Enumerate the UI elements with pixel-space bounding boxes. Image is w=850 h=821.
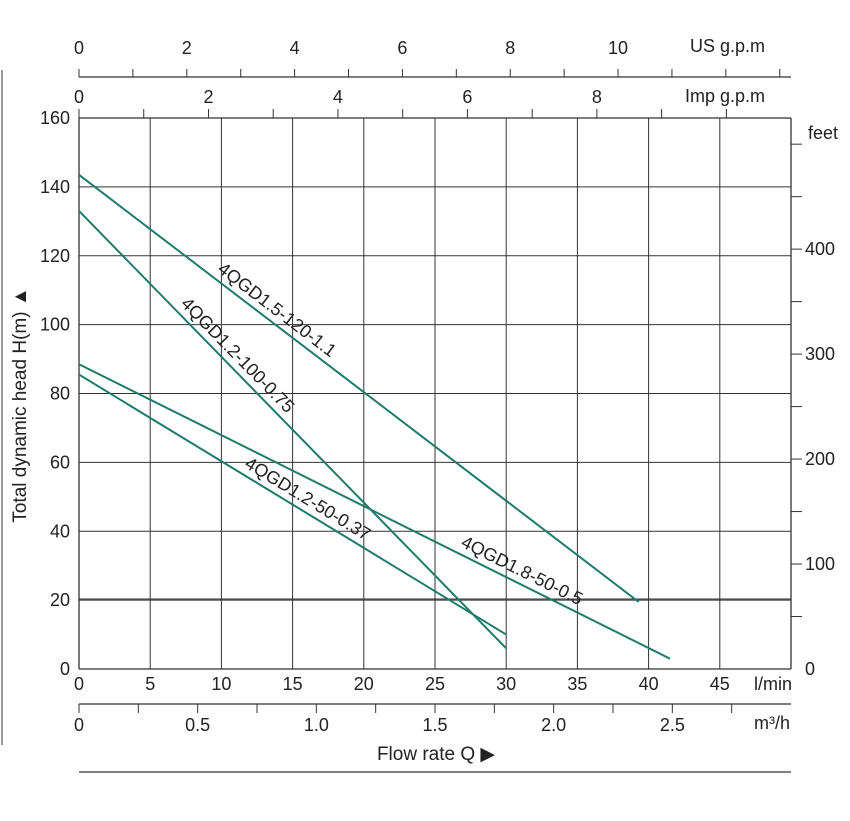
imp-gpm-tick-label: 4 (333, 87, 343, 107)
imp-gpm-tick-label: 0 (74, 87, 84, 107)
x-tick-label: 15 (283, 674, 303, 694)
feet-tick-label: 200 (805, 449, 835, 469)
x-tick-label: 30 (496, 674, 516, 694)
m3h-tick-label: 2.5 (660, 715, 685, 735)
series-curve (78, 210, 507, 650)
imp-gpm-tick-label: 8 (592, 87, 602, 107)
us-gpm-tick-label: 8 (505, 38, 515, 58)
feet-tick-label: 100 (805, 554, 835, 574)
x-tick-label: 20 (354, 674, 374, 694)
series-curve (78, 174, 640, 603)
series-label: 4QGD1.2-50-0.37 (242, 453, 375, 544)
series-curves: 4QGD1.5-120-1.14QGD1.2-100-0.754QGD1.8-5… (78, 174, 671, 660)
imp-gpm-tick-label: 2 (203, 87, 213, 107)
y-tick-label: 0 (60, 659, 70, 679)
imp-gpm-tick-label: 6 (462, 87, 472, 107)
m3h-tick-label: 0.5 (185, 715, 210, 735)
plot-frame (1, 70, 792, 773)
x-axis-title: Flow rate Q ▶ (377, 744, 495, 765)
feet-tick-label: 0 (805, 659, 815, 679)
us-gpm-tick-label: 6 (397, 38, 407, 58)
imp-gpm-unit: Imp g.p.m (685, 86, 765, 106)
lmin-unit: l/min (754, 674, 792, 694)
y-tick-label: 120 (40, 246, 70, 266)
y-tick-label: 140 (40, 177, 70, 197)
us-gpm-unit: US g.p.m (690, 36, 765, 56)
x-tick-label: 45 (710, 674, 730, 694)
x-tick-label: 5 (145, 674, 155, 694)
y-tick-label: 80 (50, 384, 70, 404)
feet-unit: feet (808, 123, 838, 143)
x-tick-label: 35 (567, 674, 587, 694)
m3h-tick-label: 1.0 (304, 715, 329, 735)
us-gpm-tick-label: 0 (74, 38, 84, 58)
y-axis-title: Total dynamic head H(m) ▲ (10, 287, 31, 522)
m3h-unit: m³/h (754, 713, 790, 733)
y-tick-label: 60 (50, 452, 70, 472)
x-tick-label: 25 (425, 674, 445, 694)
us-gpm-tick-label: 2 (182, 38, 192, 58)
x-tick-label: 10 (211, 674, 231, 694)
feet-tick-label: 400 (805, 239, 835, 259)
m3h-tick-label: 1.5 (422, 715, 447, 735)
secondary-scales (78, 69, 802, 713)
x-tick-label: 40 (639, 674, 659, 694)
m3h-tick-label: 0 (74, 715, 84, 735)
plot-grid (79, 117, 791, 669)
us-gpm-tick-label: 4 (290, 38, 300, 58)
series-curve (78, 363, 671, 660)
y-tick-label: 160 (40, 108, 70, 128)
feet-tick-label: 300 (805, 344, 835, 364)
series-curve (78, 373, 507, 636)
series-label: 4QGD1.8-50-0.5 (458, 532, 586, 609)
y-tick-label: 100 (40, 315, 70, 335)
y-tick-label: 40 (50, 521, 70, 541)
us-gpm-tick-label: 10 (608, 38, 628, 58)
x-tick-label: 0 (74, 674, 84, 694)
y-tick-label: 20 (50, 590, 70, 610)
m3h-tick-label: 2.0 (541, 715, 566, 735)
